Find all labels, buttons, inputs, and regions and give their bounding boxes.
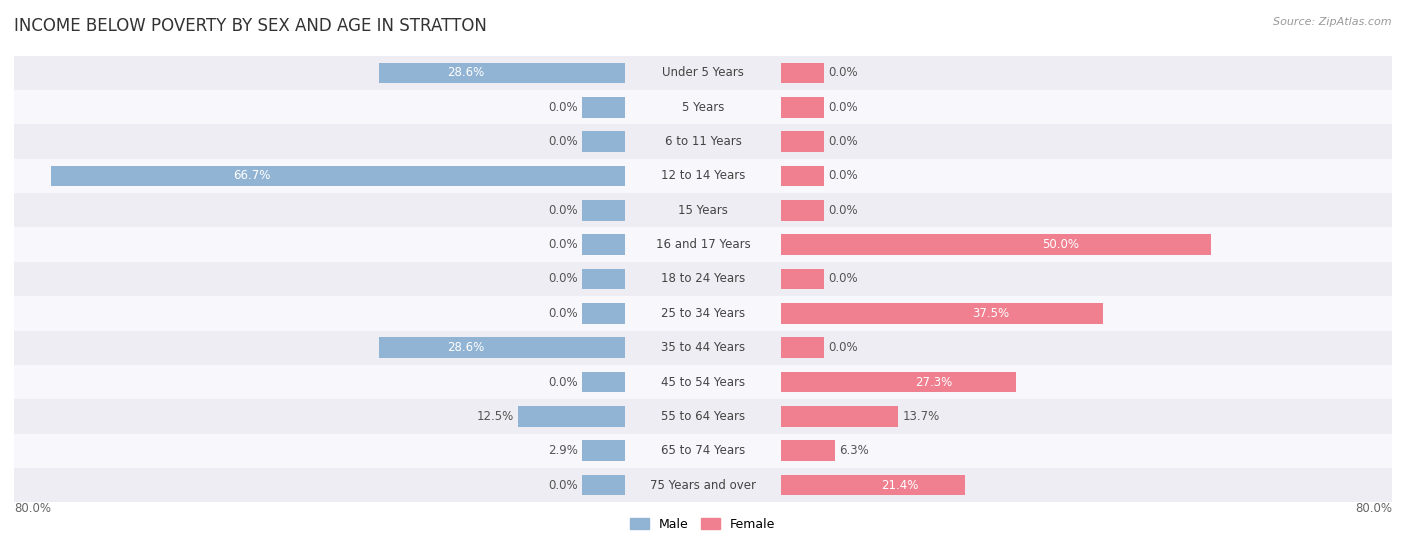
Text: 0.0%: 0.0%	[548, 238, 578, 251]
Text: 0.0%: 0.0%	[548, 479, 578, 492]
Text: 0.0%: 0.0%	[548, 272, 578, 286]
Bar	[14, 124, 1392, 159]
Text: 2.9%: 2.9%	[548, 444, 578, 457]
Bar	[380, 338, 626, 358]
Bar	[14, 90, 1392, 124]
Text: 0.0%: 0.0%	[828, 101, 858, 114]
Bar	[14, 399, 1392, 434]
Bar	[780, 372, 1015, 392]
Text: 0.0%: 0.0%	[548, 204, 578, 217]
Bar	[582, 372, 626, 392]
Bar	[582, 131, 626, 152]
Bar	[780, 338, 824, 358]
Text: 25 to 34 Years: 25 to 34 Years	[661, 307, 745, 320]
Bar	[14, 468, 1392, 502]
Text: 45 to 54 Years: 45 to 54 Years	[661, 376, 745, 388]
Bar	[14, 365, 1392, 399]
Bar	[780, 166, 824, 186]
Text: 75 Years and over: 75 Years and over	[650, 479, 756, 492]
Text: 0.0%: 0.0%	[548, 101, 578, 114]
Text: 80.0%: 80.0%	[14, 502, 51, 515]
Bar	[780, 475, 965, 496]
Text: 13.7%: 13.7%	[903, 410, 941, 423]
Bar	[780, 62, 824, 83]
Text: 28.6%: 28.6%	[447, 66, 484, 79]
Text: 50.0%: 50.0%	[1042, 238, 1078, 251]
Text: 18 to 24 Years: 18 to 24 Years	[661, 272, 745, 286]
Bar	[780, 200, 824, 220]
Text: 27.3%: 27.3%	[915, 376, 952, 388]
Text: 12.5%: 12.5%	[477, 410, 513, 423]
Text: Source: ZipAtlas.com: Source: ZipAtlas.com	[1274, 17, 1392, 27]
Text: Under 5 Years: Under 5 Years	[662, 66, 744, 79]
Bar	[14, 296, 1392, 330]
Text: INCOME BELOW POVERTY BY SEX AND AGE IN STRATTON: INCOME BELOW POVERTY BY SEX AND AGE IN S…	[14, 17, 486, 35]
Text: 28.6%: 28.6%	[447, 341, 484, 354]
Text: 21.4%: 21.4%	[882, 479, 920, 492]
Text: 16 and 17 Years: 16 and 17 Years	[655, 238, 751, 251]
Text: 0.0%: 0.0%	[828, 66, 858, 79]
Bar	[380, 62, 626, 83]
Text: 0.0%: 0.0%	[828, 170, 858, 182]
Bar	[780, 440, 835, 461]
Text: 65 to 74 Years: 65 to 74 Years	[661, 444, 745, 457]
Bar	[582, 303, 626, 324]
Bar	[582, 440, 626, 461]
Bar	[780, 406, 898, 427]
Bar	[14, 228, 1392, 262]
Legend: Male, Female: Male, Female	[626, 513, 780, 536]
Text: 5 Years: 5 Years	[682, 101, 724, 114]
Text: 12 to 14 Years: 12 to 14 Years	[661, 170, 745, 182]
Bar	[582, 234, 626, 255]
Bar	[582, 269, 626, 289]
Bar	[14, 159, 1392, 193]
Text: 6 to 11 Years: 6 to 11 Years	[665, 135, 741, 148]
Text: 0.0%: 0.0%	[828, 204, 858, 217]
Text: 0.0%: 0.0%	[828, 341, 858, 354]
Bar	[582, 200, 626, 220]
Text: 80.0%: 80.0%	[1355, 502, 1392, 515]
Bar	[780, 303, 1104, 324]
Text: 0.0%: 0.0%	[828, 272, 858, 286]
Bar	[14, 330, 1392, 365]
Bar	[780, 97, 824, 118]
Text: 0.0%: 0.0%	[548, 376, 578, 388]
Bar	[14, 56, 1392, 90]
Bar	[582, 97, 626, 118]
Bar	[780, 131, 824, 152]
Text: 66.7%: 66.7%	[233, 170, 271, 182]
Text: 37.5%: 37.5%	[972, 307, 1010, 320]
Bar	[51, 166, 626, 186]
Bar	[14, 262, 1392, 296]
Bar	[14, 434, 1392, 468]
Bar	[780, 269, 824, 289]
Text: 55 to 64 Years: 55 to 64 Years	[661, 410, 745, 423]
Bar	[780, 234, 1211, 255]
Text: 0.0%: 0.0%	[828, 135, 858, 148]
Text: 0.0%: 0.0%	[548, 135, 578, 148]
Text: 35 to 44 Years: 35 to 44 Years	[661, 341, 745, 354]
Bar	[582, 475, 626, 496]
Text: 6.3%: 6.3%	[839, 444, 869, 457]
Bar	[517, 406, 626, 427]
Text: 15 Years: 15 Years	[678, 204, 728, 217]
Bar	[14, 193, 1392, 228]
Text: 0.0%: 0.0%	[548, 307, 578, 320]
